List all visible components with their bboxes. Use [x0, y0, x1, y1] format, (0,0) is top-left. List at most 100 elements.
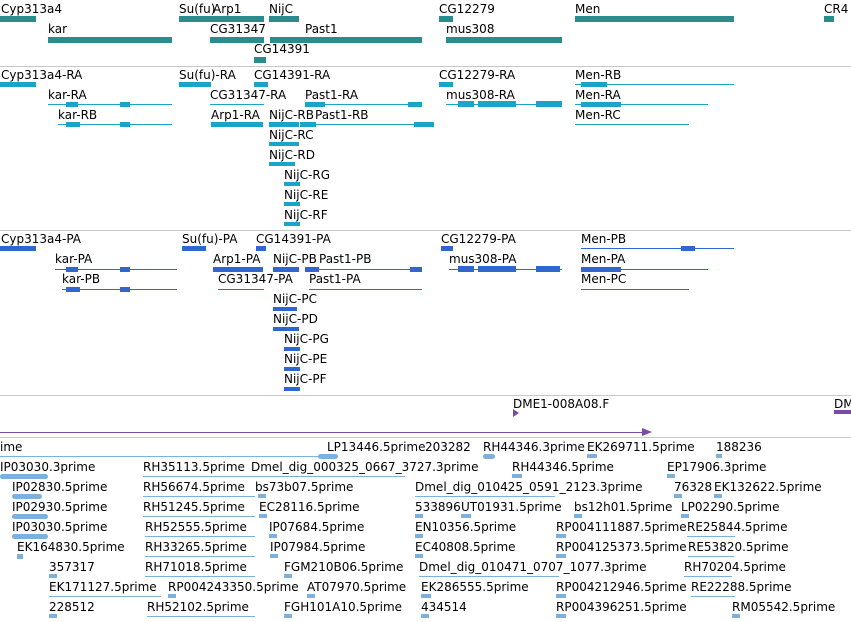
protein-label[interactable]: Past1-PB: [319, 252, 372, 266]
cdna-feature[interactable]: [687, 536, 735, 537]
protein-label[interactable]: NijC-PC: [273, 292, 317, 306]
transcript-feature[interactable]: [0, 82, 36, 87]
cdna-label[interactable]: 228512: [49, 600, 95, 614]
transcript-feature[interactable]: [300, 124, 434, 125]
cdna-label[interactable]: EC28116.5prime: [259, 500, 360, 514]
cdna-label[interactable]: 533896: [415, 500, 461, 514]
cdna-label[interactable]: RH52555.5prime: [145, 520, 247, 534]
transcript-feature[interactable]: [210, 104, 264, 105]
cdna-label[interactable]: RP004111887.5prime: [556, 520, 687, 534]
transcript-label[interactable]: Arp1-RA: [211, 108, 260, 122]
cdna-feature[interactable]: [49, 596, 161, 597]
gene-label[interactable]: mus308: [446, 22, 495, 36]
protein-label[interactable]: Su(fu)-PA: [182, 232, 238, 246]
cdna-label[interactable]: 203282: [425, 440, 471, 454]
protein-feature[interactable]: [284, 367, 300, 371]
gene-label[interactable]: Past1: [305, 22, 338, 36]
cdna-feature[interactable]: [143, 476, 261, 477]
protein-feature[interactable]: [581, 248, 734, 249]
cdna-label[interactable]: FGH101A10.5prime: [284, 600, 403, 614]
protein-label[interactable]: NijC-PD: [273, 312, 318, 326]
cdna-feature[interactable]: [461, 514, 471, 518]
transcript-feature[interactable]: [305, 104, 422, 105]
cdna-label[interactable]: RP004125373.5prime: [556, 540, 687, 554]
cdna-feature[interactable]: [145, 576, 255, 577]
gene-label[interactable]: CG31347: [210, 22, 266, 36]
cdna-label[interactable]: RE22288.5prime: [691, 580, 792, 594]
gene-feature[interactable]: [179, 16, 209, 22]
protein-feature[interactable]: [182, 246, 206, 251]
transcript-label[interactable]: NijC-RD: [269, 148, 315, 162]
cdna-feature[interactable]: [415, 554, 423, 558]
cdna-label[interactable]: Dmel_dig_010471_0707_1077.3prime: [419, 560, 647, 574]
transcript-feature[interactable]: [575, 104, 708, 105]
transcript-feature[interactable]: [48, 104, 172, 105]
transcript-label[interactable]: CG31347-RA: [210, 88, 287, 102]
transcript-label[interactable]: Past1-RA: [305, 88, 359, 102]
cdna-feature[interactable]: [667, 474, 675, 478]
protein-label[interactable]: CG12279-PA: [441, 232, 516, 246]
cdna-feature[interactable]: [587, 454, 597, 458]
cdna-label[interactable]: 76328: [674, 480, 713, 494]
protein-feature[interactable]: [55, 269, 177, 270]
cdna-label[interactable]: EK286555.5prime: [421, 580, 529, 594]
transcript-label[interactable]: CG12279-RA: [439, 68, 516, 82]
protein-label[interactable]: NijC-PB: [273, 252, 317, 266]
protein-label[interactable]: Men-PA: [581, 252, 626, 266]
transcript-feature[interactable]: [284, 182, 300, 186]
cdna-feature[interactable]: [415, 496, 555, 497]
protein-feature[interactable]: [273, 327, 299, 331]
gene-feature[interactable]: [0, 16, 36, 22]
gene-label[interactable]: CR4: [824, 2, 849, 16]
cdna-label[interactable]: RH70204.5prime: [684, 560, 786, 574]
cdna-label[interactable]: RH71018.5prime: [145, 560, 247, 574]
protein-feature[interactable]: [305, 269, 422, 270]
cdna-feature[interactable]: [255, 476, 405, 477]
transcript-feature[interactable]: [269, 122, 299, 127]
protein-feature[interactable]: [581, 269, 708, 270]
transcript-label[interactable]: NijC-RF: [284, 208, 328, 222]
clone-label[interactable]: DM: [834, 397, 851, 411]
cdna-label[interactable]: bs73b07.5prime: [255, 480, 354, 494]
cdna-feature[interactable]: [17, 554, 23, 559]
gene-feature[interactable]: [210, 37, 264, 43]
cdna-feature[interactable]: [556, 614, 566, 618]
cdna-label[interactable]: EC40808.5prime: [415, 540, 516, 554]
cdna-label[interactable]: 188236: [716, 440, 762, 454]
cdna-label[interactable]: RH51245.5prime: [143, 500, 245, 514]
gene-label[interactable]: Men: [575, 2, 601, 16]
clone-marker[interactable]: [834, 410, 851, 414]
cdna-feature[interactable]: [49, 614, 57, 618]
cdna-feature[interactable]: [168, 594, 176, 598]
gene-feature[interactable]: [254, 57, 266, 63]
cdna-label[interactable]: EN10356.5prime: [415, 520, 517, 534]
cdna-label[interactable]: EK164830.5prime: [17, 540, 125, 554]
cdna-label[interactable]: EK269711.5prime: [587, 440, 695, 454]
gene-label[interactable]: NijC: [269, 2, 294, 16]
cdna-label[interactable]: 357317: [49, 560, 95, 574]
transcript-feature[interactable]: [269, 142, 299, 146]
cdna-feature[interactable]: [483, 454, 495, 459]
cdna-label[interactable]: RH35113.5prime: [143, 460, 245, 474]
cdna-label[interactable]: RH44346.5prime: [512, 460, 614, 474]
cdna-label[interactable]: FGM210B06.5prime: [284, 560, 404, 574]
protein-feature[interactable]: [273, 267, 299, 272]
cdna-feature[interactable]: [147, 616, 255, 617]
cdna-label[interactable]: RM05542.5prime: [732, 600, 836, 614]
transcript-feature[interactable]: [269, 162, 295, 166]
cdna-feature[interactable]: [258, 494, 266, 498]
cdna-label[interactable]: LP02290.5prime: [681, 500, 780, 514]
transcript-label[interactable]: NijC-RC: [269, 128, 314, 142]
protein-label[interactable]: mus308-PA: [449, 252, 517, 266]
transcript-label[interactable]: kar-RA: [48, 88, 87, 102]
transcript-label[interactable]: Men-RC: [575, 108, 621, 122]
protein-feature[interactable]: [284, 347, 300, 351]
cdna-feature[interactable]: [143, 496, 255, 497]
cdna-label[interactable]: bs12h01.5prime: [574, 500, 673, 514]
transcript-label[interactable]: NijC-RB: [269, 108, 314, 122]
cdna-label[interactable]: Dmel_dig_010425_0591_2123.3prime: [415, 480, 643, 494]
cdna-feature[interactable]: [688, 556, 734, 557]
clone-span[interactable]: [0, 432, 646, 433]
transcript-label[interactable]: Men-RB: [575, 68, 622, 82]
gene-feature[interactable]: [824, 16, 834, 22]
